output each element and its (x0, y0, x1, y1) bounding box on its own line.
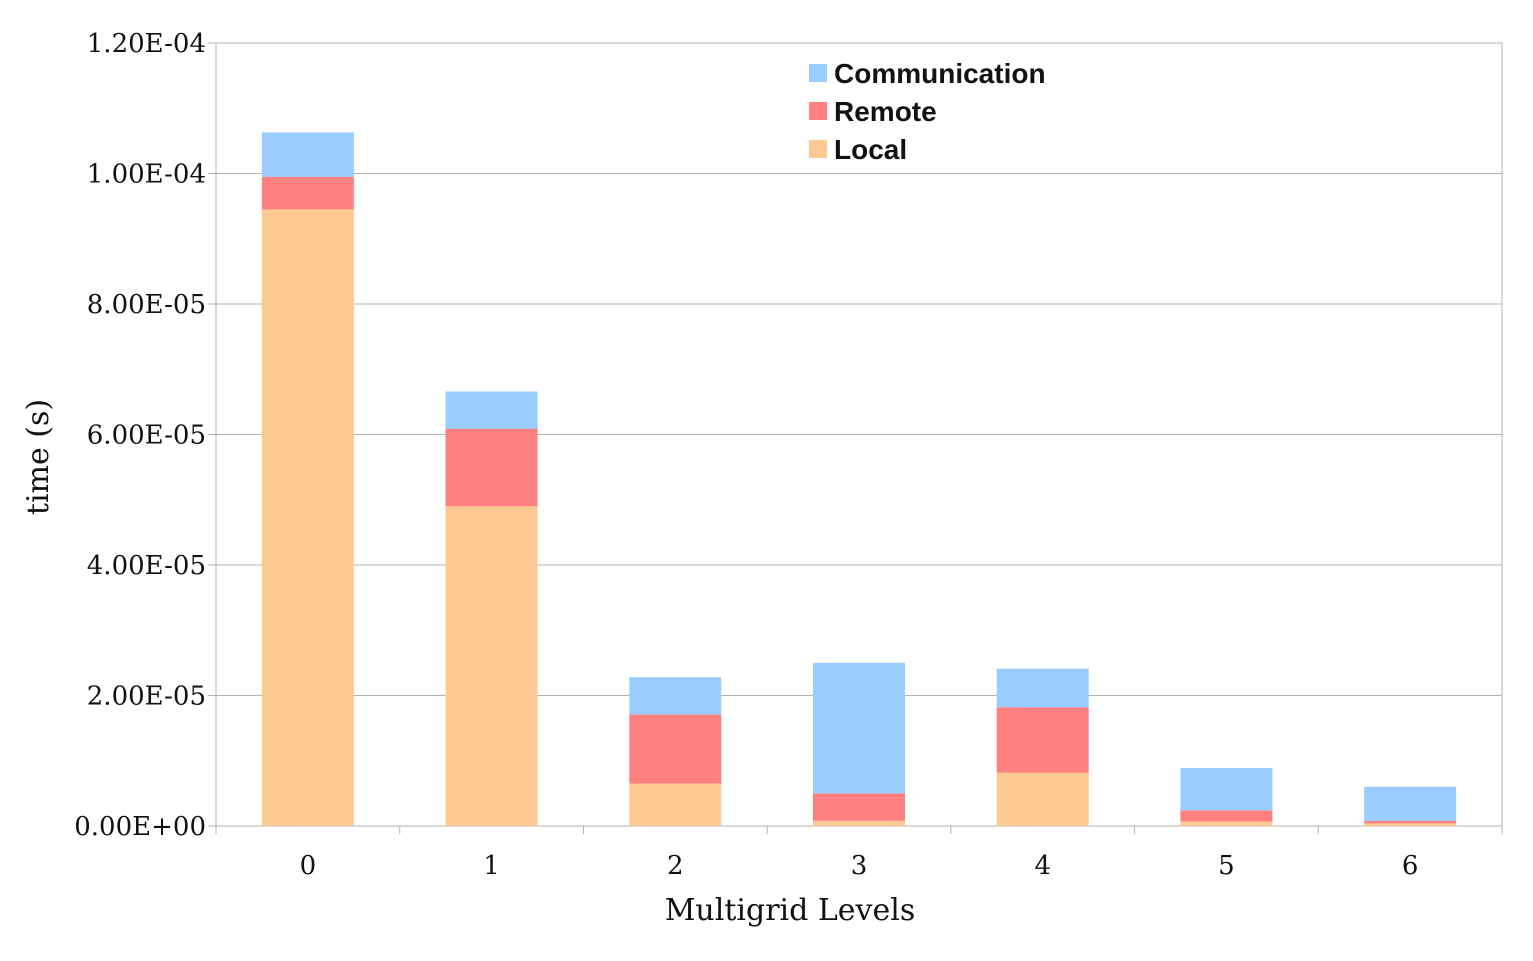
bar-segment-remote-6 (1364, 820, 1457, 824)
y-tick-label: 8.00E-05 (87, 290, 206, 320)
x-tick-label: 2 (667, 851, 684, 881)
bar-segment-remote-4 (996, 707, 1089, 773)
bar-segment-local-3 (813, 820, 905, 826)
y-axis-title: time (s) (21, 399, 56, 515)
x-tick-label: 5 (1218, 851, 1235, 881)
y-tick-label: 4.00E-05 (87, 551, 206, 581)
x-tick-label: 4 (1034, 851, 1051, 881)
bar-segment-local-5 (1180, 821, 1273, 826)
bar-segment-remote-3 (813, 793, 905, 821)
bar-segment-remote-5 (1180, 810, 1273, 822)
bar-segment-local-1 (445, 506, 538, 826)
legend-label-remote: Remote (834, 96, 937, 127)
bar-segment-communication-0 (261, 132, 354, 177)
bars (261, 132, 1457, 826)
bar-segment-local-6 (1364, 823, 1457, 826)
legend-swatch-remote (809, 102, 827, 120)
bar-segment-local-0 (261, 209, 354, 826)
y-tick-label: 0.00E+00 (74, 812, 206, 842)
y-tick-label: 1.20E-04 (87, 29, 206, 59)
bar-segment-remote-1 (445, 428, 538, 507)
legend: Communication Remote Local (809, 58, 1046, 165)
bar-segment-communication-2 (629, 677, 722, 715)
x-tick-label: 6 (1402, 851, 1419, 881)
bar-segment-communication-6 (1364, 786, 1457, 821)
bar-segment-communication-1 (445, 391, 538, 429)
bar-segment-communication-3 (813, 662, 905, 794)
x-axis-title: Multigrid Levels (665, 893, 916, 928)
y-tick-label: 6.00E-05 (87, 421, 206, 451)
x-tick-label: 0 (300, 851, 317, 881)
axes: 0.00E+00 2.00E-05 4.00E-05 6.00E-05 8.00E-05… (74, 29, 1503, 881)
bar-segment-remote-0 (261, 176, 354, 210)
bar-segment-local-4 (996, 772, 1089, 826)
y-tick-label: 2.00E-05 (87, 682, 206, 712)
legend-label-local: Local (834, 134, 907, 165)
bar-segment-communication-4 (996, 668, 1089, 708)
legend-swatch-communication (809, 64, 827, 82)
legend-label-communication: Communication (834, 58, 1046, 89)
y-tick-label: 1.00E-04 (87, 160, 206, 190)
bar-segment-remote-2 (629, 714, 722, 784)
bar-segment-communication-5 (1180, 767, 1273, 811)
x-tick-label: 3 (851, 851, 868, 881)
bar-segment-local-2 (629, 783, 722, 826)
x-tick-label: 1 (483, 851, 500, 881)
legend-swatch-local (809, 140, 827, 158)
